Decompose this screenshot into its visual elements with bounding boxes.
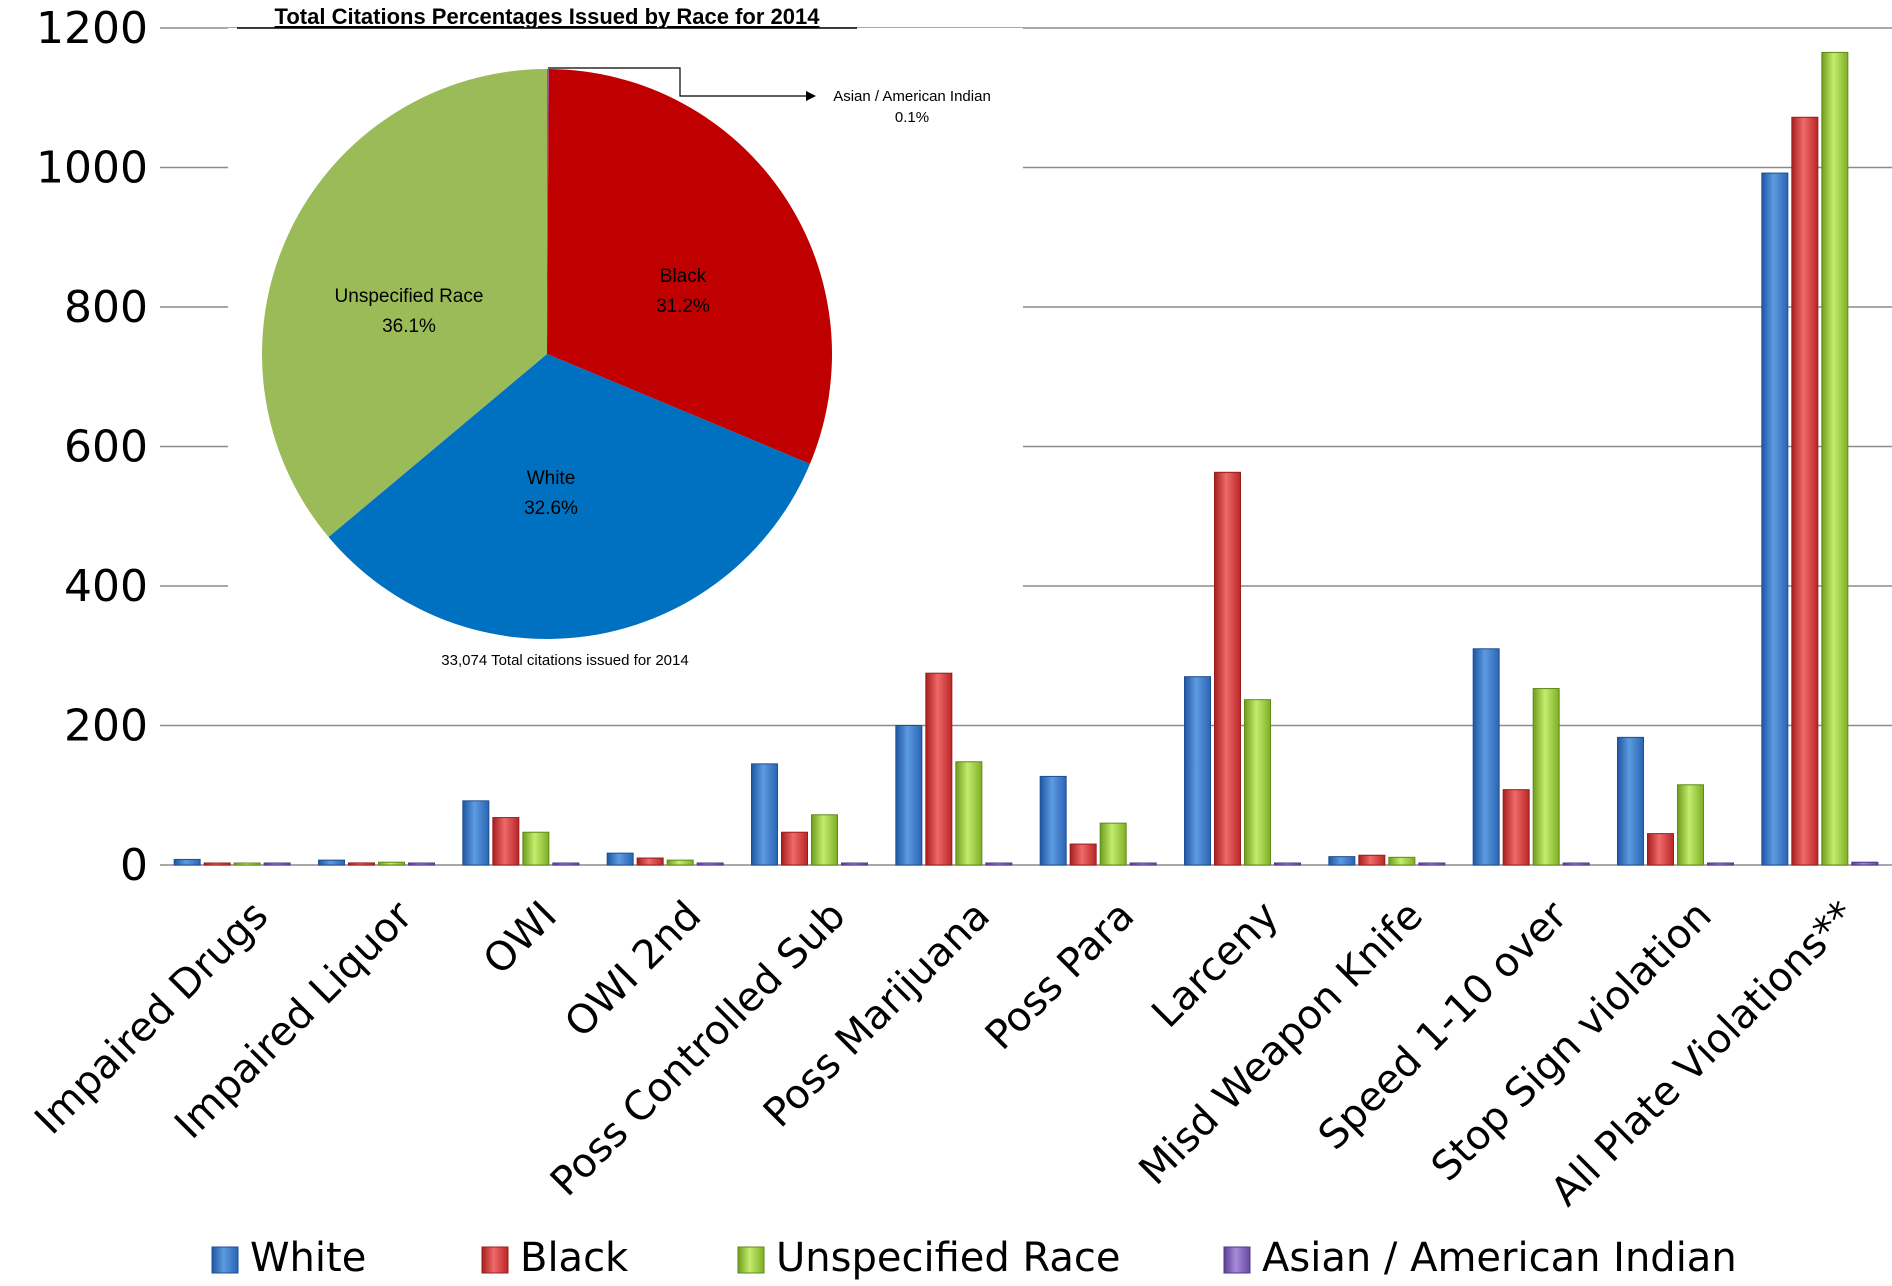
bar-asian-american-indian-10 (1707, 862, 1734, 866)
pie-chart: Total Citations Percentages Issued by Ra… (228, 4, 1023, 669)
x-tick-label: Speed 1-10 over (1310, 892, 1577, 1159)
bar-unspecified-race-7 (1244, 699, 1271, 866)
bar-white-3 (606, 852, 634, 866)
bar-black-4 (781, 831, 808, 866)
x-tick-label: Stop Sign violation (1423, 893, 1721, 1191)
bar-white-0 (173, 858, 201, 866)
pie-leader-arrow (806, 91, 816, 101)
bar-unspecified-race-3 (666, 859, 694, 866)
bar-black-11 (1791, 116, 1819, 866)
y-tick-label: 200 (64, 701, 148, 752)
bar-unspecified-race-1 (378, 861, 405, 866)
legend-swatch (211, 1246, 239, 1274)
bar-white-10 (1617, 736, 1644, 866)
legend-swatch (737, 1246, 765, 1274)
bar-white-8 (1328, 856, 1356, 866)
x-tick-label: Larceny (1143, 893, 1287, 1037)
bar-asian-american-indian-6 (1129, 862, 1157, 866)
pie-slice-black (547, 69, 832, 464)
bar-unspecified-race-2 (522, 831, 550, 866)
pie-slice-percent: 0.1% (895, 109, 929, 126)
bar-asian-american-indian-4 (841, 862, 868, 866)
bar-asian-american-indian-8 (1418, 862, 1446, 866)
bar-asian-american-indian-5 (985, 862, 1013, 866)
y-tick-label: 1000 (36, 143, 148, 194)
bar-white-6 (1039, 775, 1067, 866)
bar-unspecified-race-8 (1388, 856, 1416, 866)
bar-unspecified-race-5 (955, 761, 983, 866)
bar-unspecified-race-6 (1099, 822, 1127, 866)
pie-slice-asian-american-indian (547, 69, 549, 354)
pie-leader-line (547, 67, 808, 97)
x-tick-label: Poss Para (977, 893, 1143, 1059)
y-tick-label: 800 (64, 282, 148, 333)
bar-unspecified-race-10 (1677, 784, 1704, 866)
bar-black-9 (1502, 789, 1530, 866)
pie-slice-percent: 36.1% (382, 316, 436, 337)
bar-white-9 (1472, 648, 1500, 866)
bar-asian-american-indian-0 (263, 862, 291, 866)
y-tick-label: 600 (64, 422, 148, 473)
x-tick-label: Poss Controlled Sub (542, 893, 855, 1206)
bar-black-2 (492, 817, 520, 866)
bar-asian-american-indian-11 (1851, 861, 1879, 866)
bar-black-0 (203, 862, 231, 866)
bar-white-1 (318, 859, 345, 866)
bar-asian-american-indian-1 (408, 862, 435, 866)
pie-slice-percent: 32.6% (524, 498, 578, 519)
legend-swatch (481, 1246, 509, 1274)
bar-white-11 (1761, 172, 1789, 866)
x-tick-label: OWI 2nd (556, 893, 710, 1047)
bar-unspecified-race-4 (811, 814, 838, 866)
pie-slice-name: Black (660, 266, 707, 287)
pie-slice-name: Asian / American Indian (833, 88, 991, 105)
x-tick-label: Impaired Liquor (166, 892, 422, 1148)
bar-white-5 (895, 725, 923, 866)
bar-white-2 (462, 800, 490, 866)
bar-black-6 (1069, 843, 1097, 866)
y-tick-label: 400 (64, 561, 148, 612)
x-tick-label: Misd Weapon Knife (1131, 893, 1432, 1194)
pie-title: Total Citations Percentages Issued by Ra… (275, 4, 821, 29)
bar-asian-american-indian-2 (552, 862, 580, 866)
bar-black-3 (636, 857, 664, 866)
bar-white-4 (751, 763, 778, 866)
bar-unspecified-race-9 (1532, 688, 1560, 866)
bar-black-10 (1647, 833, 1674, 866)
pie-total-note: 33,074 Total citations issued for 2014 (441, 652, 688, 669)
pie-slice-percent: 31.2% (656, 296, 710, 317)
pie-slice-name: Unspecified Race (335, 286, 484, 307)
bar-unspecified-race-0 (233, 862, 261, 866)
bar-unspecified-race-11 (1821, 51, 1849, 866)
pie-slice-unspecified-race (262, 69, 547, 538)
x-tick-label: OWI (475, 893, 566, 984)
bars-layer (173, 51, 1879, 866)
bar-asian-american-indian-9 (1562, 862, 1590, 866)
y-tick-label: 1200 (36, 3, 148, 54)
y-tick-label: 0 (120, 840, 148, 891)
legend-label: Asian / American Indian (1262, 1235, 1737, 1281)
grid-layer: 0 200 400 600 800 1000 1200 (36, 3, 1892, 891)
bar-black-8 (1358, 854, 1386, 866)
bar-asian-american-indian-7 (1274, 862, 1301, 866)
legend-label: Unspecified Race (776, 1235, 1121, 1281)
legend-swatch (1223, 1246, 1251, 1274)
legend: White Black Unspecified Race Asian / Americ… (211, 1235, 1737, 1281)
bar-black-1 (348, 862, 375, 866)
pie-slice-white (328, 354, 810, 640)
bar-black-5 (925, 672, 953, 866)
legend-label: Black (520, 1235, 629, 1281)
bar-white-7 (1184, 676, 1211, 866)
legend-label: White (250, 1235, 366, 1281)
bar-black-7 (1214, 471, 1241, 866)
pie-slice-name: White (527, 468, 576, 489)
bar-asian-american-indian-3 (696, 862, 724, 866)
